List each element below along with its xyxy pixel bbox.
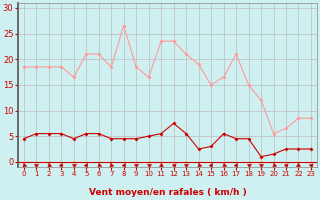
X-axis label: Vent moyen/en rafales ( km/h ): Vent moyen/en rafales ( km/h ) <box>89 188 246 197</box>
